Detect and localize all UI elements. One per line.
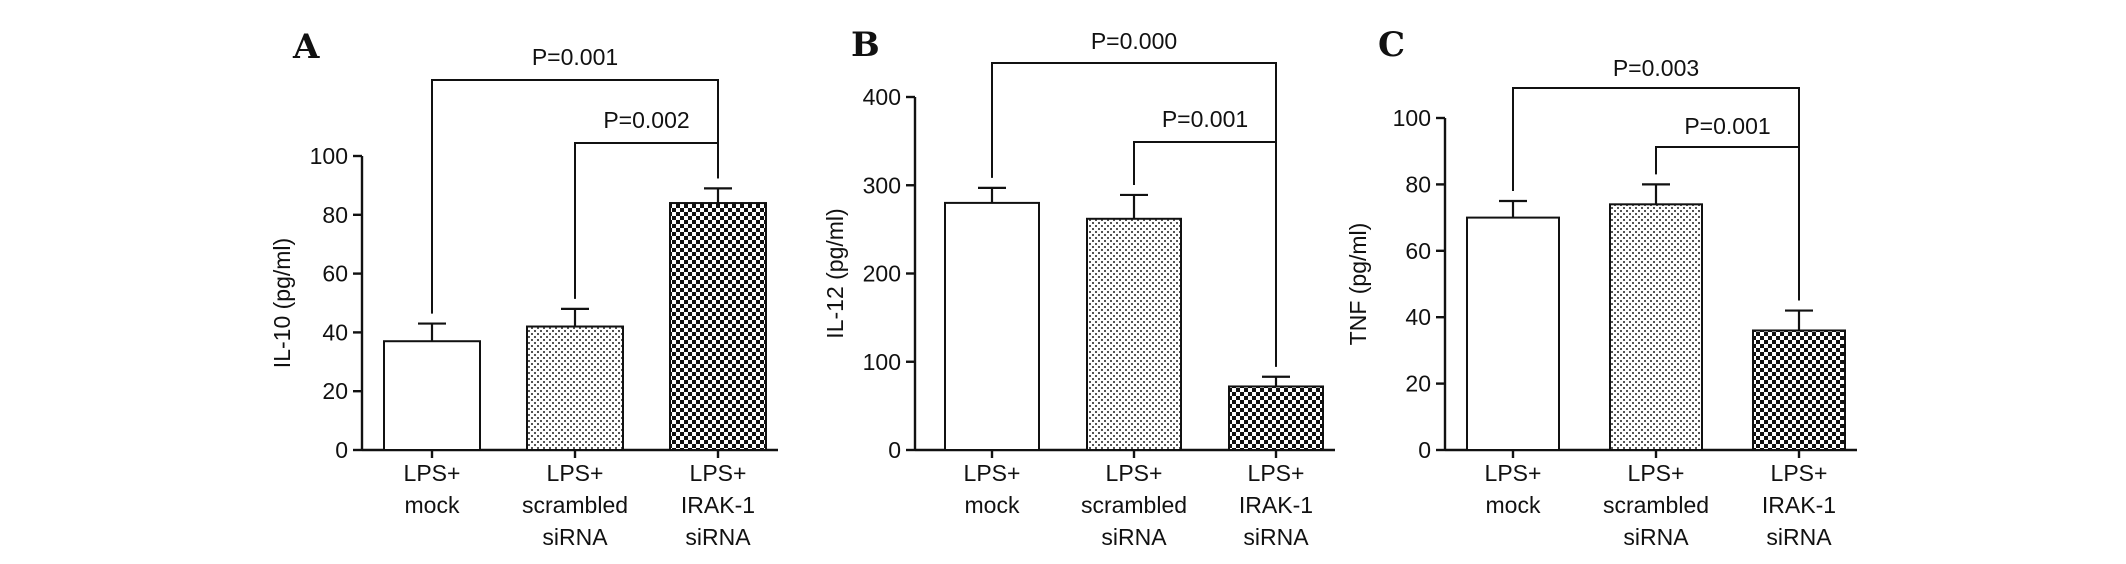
y-tick-label: 100 bbox=[863, 349, 901, 375]
y-tick-label: 20 bbox=[1405, 371, 1431, 397]
y-tick-label: 40 bbox=[322, 319, 348, 345]
y-tick-label: 0 bbox=[335, 437, 348, 463]
significance-bracket bbox=[431, 79, 719, 314]
x-category-label: mock bbox=[405, 492, 460, 518]
x-category-label: IRAK-1 bbox=[681, 492, 755, 518]
y-tick-label: 80 bbox=[322, 202, 348, 228]
x-category-label: mock bbox=[1486, 492, 1541, 518]
x-category-label: IRAK-1 bbox=[1762, 492, 1836, 518]
x-category-label: LPS+ bbox=[547, 460, 604, 486]
bar bbox=[1609, 203, 1703, 451]
x-category-label: siRNA bbox=[685, 524, 751, 550]
bar bbox=[1466, 216, 1560, 451]
x-category-label: LPS+ bbox=[404, 460, 461, 486]
significance-bracket bbox=[574, 142, 719, 299]
x-category-label: LPS+ bbox=[964, 460, 1021, 486]
y-tick-label: 200 bbox=[863, 261, 901, 287]
y-tick-label: 20 bbox=[322, 378, 348, 404]
y-tick-label: 60 bbox=[1405, 238, 1431, 264]
x-category-label: scrambled bbox=[1603, 492, 1709, 518]
x-category-label: mock bbox=[965, 492, 1020, 518]
y-tick-label: 0 bbox=[1418, 437, 1431, 463]
x-category-label: siRNA bbox=[1766, 524, 1832, 550]
panel-letter: C bbox=[1378, 25, 1405, 65]
panel-letter: B bbox=[851, 25, 880, 65]
bar bbox=[944, 201, 1040, 451]
p-value-label: P=0.001 bbox=[1162, 106, 1248, 132]
p-value-label: P=0.001 bbox=[532, 44, 618, 70]
y-tick-label: 80 bbox=[1405, 171, 1431, 197]
significance-bracket bbox=[1133, 141, 1277, 367]
bar bbox=[1086, 217, 1182, 451]
x-category-label: siRNA bbox=[1101, 524, 1167, 550]
x-category-label: siRNA bbox=[1243, 524, 1309, 550]
x-category-label: siRNA bbox=[1623, 524, 1689, 550]
x-category-label: LPS+ bbox=[1628, 460, 1685, 486]
y-tick-label: 0 bbox=[888, 437, 901, 463]
p-value-label: P=0.003 bbox=[1613, 55, 1699, 81]
x-category-label: scrambled bbox=[1081, 492, 1187, 518]
p-value-label: P=0.002 bbox=[603, 107, 689, 133]
x-category-label: LPS+ bbox=[690, 460, 747, 486]
x-category-label: scrambled bbox=[522, 492, 628, 518]
y-tick-label: 40 bbox=[1405, 304, 1431, 330]
bar bbox=[1228, 385, 1324, 451]
y-axis-title: TNF (pg/ml) bbox=[1345, 223, 1371, 346]
panel-letter: A bbox=[292, 27, 320, 67]
p-value-label: P=0.001 bbox=[1684, 113, 1770, 139]
y-tick-label: 60 bbox=[322, 261, 348, 287]
bar bbox=[383, 340, 481, 451]
x-category-label: siRNA bbox=[542, 524, 608, 550]
y-tick-label: 300 bbox=[863, 172, 901, 198]
x-category-label: LPS+ bbox=[1771, 460, 1828, 486]
bar bbox=[526, 325, 624, 451]
p-value-label: P=0.000 bbox=[1091, 28, 1177, 54]
y-axis-title: IL-12 (pg/ml) bbox=[822, 208, 848, 338]
significance-bracket bbox=[1655, 146, 1800, 301]
y-tick-label: 100 bbox=[1393, 105, 1431, 131]
x-category-label: IRAK-1 bbox=[1239, 492, 1313, 518]
bar bbox=[669, 202, 767, 451]
bar bbox=[1752, 329, 1846, 452]
x-category-label: LPS+ bbox=[1106, 460, 1163, 486]
chart-panel-c: C TNF (pg/ml) 0 20 40 60 80 100 LPS+ mock LPS+ scra… bbox=[1345, 25, 1857, 550]
y-tick-label: 400 bbox=[863, 84, 901, 110]
chart-panel-a: A IL-10 (pg/ml) 0 20 40 60 80 100 LPS+ mock LPS+ sc… bbox=[269, 27, 778, 550]
y-tick-label: 100 bbox=[310, 143, 348, 169]
chart-panel-b: B IL-12 (pg/ml) 0 100 200 300 400 LPS+ mock LPS+ s… bbox=[822, 25, 1335, 550]
y-axis-title: IL-10 (pg/ml) bbox=[269, 238, 295, 368]
x-category-label: LPS+ bbox=[1485, 460, 1542, 486]
x-category-label: LPS+ bbox=[1248, 460, 1305, 486]
